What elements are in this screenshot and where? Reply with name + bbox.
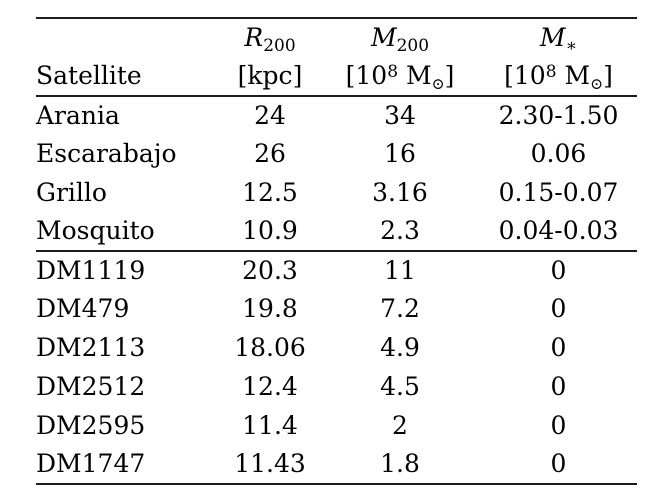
header-m200-unit: [108 M⊙] bbox=[320, 56, 480, 97]
header-mstar-symbol: M∗ bbox=[480, 18, 637, 57]
mstar-cell: 0 bbox=[550, 372, 567, 402]
r200-cell: 11.43 bbox=[234, 449, 306, 479]
m200-cell: 34 bbox=[384, 100, 416, 130]
r200-subscript: 200 bbox=[263, 36, 296, 57]
header-m200-symbol: M200 bbox=[320, 18, 480, 57]
r200-cell: 19.8 bbox=[242, 294, 298, 324]
m200-cell: 3.16 bbox=[372, 178, 428, 208]
m200-cell: 4.9 bbox=[380, 333, 420, 363]
m200-base: M bbox=[370, 23, 397, 53]
header-satellite-spacer bbox=[36, 18, 220, 57]
mstar-cell: 2.30-1.50 bbox=[498, 100, 619, 130]
mstar-cell: 0 bbox=[550, 294, 567, 324]
r200-cell: 12.5 bbox=[242, 178, 298, 208]
r200-base: R bbox=[244, 23, 264, 53]
satellite-name-cell: Mosquito bbox=[36, 216, 155, 246]
r200-cell: 10.9 bbox=[242, 216, 298, 246]
sun-symbol: ⊙ bbox=[431, 74, 445, 93]
table-row-dm2595: DM2595 11.4 2 0 bbox=[36, 406, 637, 445]
header-mstar-unit: [108 M⊙] bbox=[480, 56, 637, 97]
satellite-name-cell: DM2595 bbox=[36, 410, 146, 440]
mstar-cell: 0 bbox=[550, 449, 567, 479]
m200-cell: 7.2 bbox=[380, 294, 420, 324]
satellite-name-cell: Arania bbox=[36, 100, 120, 130]
mstar-cell: 0 bbox=[550, 410, 567, 440]
header-r200-symbol: R200 bbox=[220, 18, 320, 57]
satellite-properties-table: R200 M200 M∗ Satellite [kpc] [108 M⊙] [1… bbox=[36, 17, 637, 485]
m200-cell: 16 bbox=[384, 139, 416, 169]
m200-cell: 2 bbox=[392, 410, 408, 440]
table-row-dm2512: DM2512 12.4 4.5 0 bbox=[36, 367, 637, 406]
satellite-name-cell: Escarabajo bbox=[36, 139, 177, 169]
m200-subscript: 200 bbox=[396, 36, 430, 57]
mstar-cell: 0.15-0.07 bbox=[498, 178, 619, 208]
table-row-arania: Arania 24 34 2.30-1.50 bbox=[36, 96, 637, 135]
mstar-subscript: ∗ bbox=[565, 36, 578, 57]
m200-cell: 4.5 bbox=[380, 372, 420, 402]
r200-cell: 18.06 bbox=[234, 333, 306, 363]
satellite-name-cell: DM479 bbox=[36, 294, 130, 324]
mstar-cell: 0 bbox=[550, 333, 567, 363]
r200-cell: 20.3 bbox=[220, 249, 320, 290]
header-symbol-row: R200 M200 M∗ bbox=[36, 18, 637, 57]
m200-cell: 1.8 bbox=[380, 449, 420, 479]
header-r200-unit: [kpc] bbox=[220, 56, 320, 97]
table-row-dm2113: DM2113 18.06 4.9 0 bbox=[36, 328, 637, 367]
sun-symbol: ⊙ bbox=[590, 74, 604, 93]
r200-cell: 12.4 bbox=[242, 372, 298, 402]
m200-cell: 2.3 bbox=[380, 216, 420, 246]
table-body: Arania 24 34 2.30-1.50 Escarabajo 26 16 … bbox=[36, 96, 637, 484]
table-row-grillo: Grillo 12.5 3.16 0.15-0.07 bbox=[36, 173, 637, 212]
r200-cell: 24 bbox=[254, 100, 286, 130]
satellite-name-cell: DM1119 bbox=[36, 249, 220, 290]
table-row-dm1119: DM1119 20.3 11 0 bbox=[36, 249, 637, 290]
mstar-cell: 0.04-0.03 bbox=[498, 216, 619, 246]
mstar-cell: 0.06 bbox=[530, 139, 587, 169]
mstar-base: M bbox=[539, 23, 566, 53]
table-header: R200 M200 M∗ Satellite [kpc] [108 M⊙] [1… bbox=[36, 18, 637, 97]
mstar-cell: 0 bbox=[480, 249, 637, 290]
table-row-mosquito: Mosquito 10.9 2.3 0.04-0.03 bbox=[36, 212, 637, 251]
satellite-name-cell: DM1747 bbox=[36, 449, 146, 479]
satellite-name-cell: DM2512 bbox=[36, 372, 146, 402]
header-unit-row: Satellite [kpc] [108 M⊙] [108 M⊙] bbox=[36, 56, 637, 97]
table-row-escarabajo: Escarabajo 26 16 0.06 bbox=[36, 134, 637, 173]
r200-cell: 26 bbox=[254, 139, 286, 169]
satellite-name-cell: Grillo bbox=[36, 178, 107, 208]
r200-cell: 11.4 bbox=[242, 410, 298, 440]
table-row-dm479: DM479 19.8 7.2 0 bbox=[36, 290, 637, 329]
m200-cell: 11 bbox=[320, 249, 480, 290]
table-row-dm1747: DM1747 11.43 1.8 0 bbox=[36, 445, 637, 484]
satellite-name-cell: DM2113 bbox=[36, 333, 146, 363]
header-satellite-label: Satellite bbox=[36, 56, 220, 97]
